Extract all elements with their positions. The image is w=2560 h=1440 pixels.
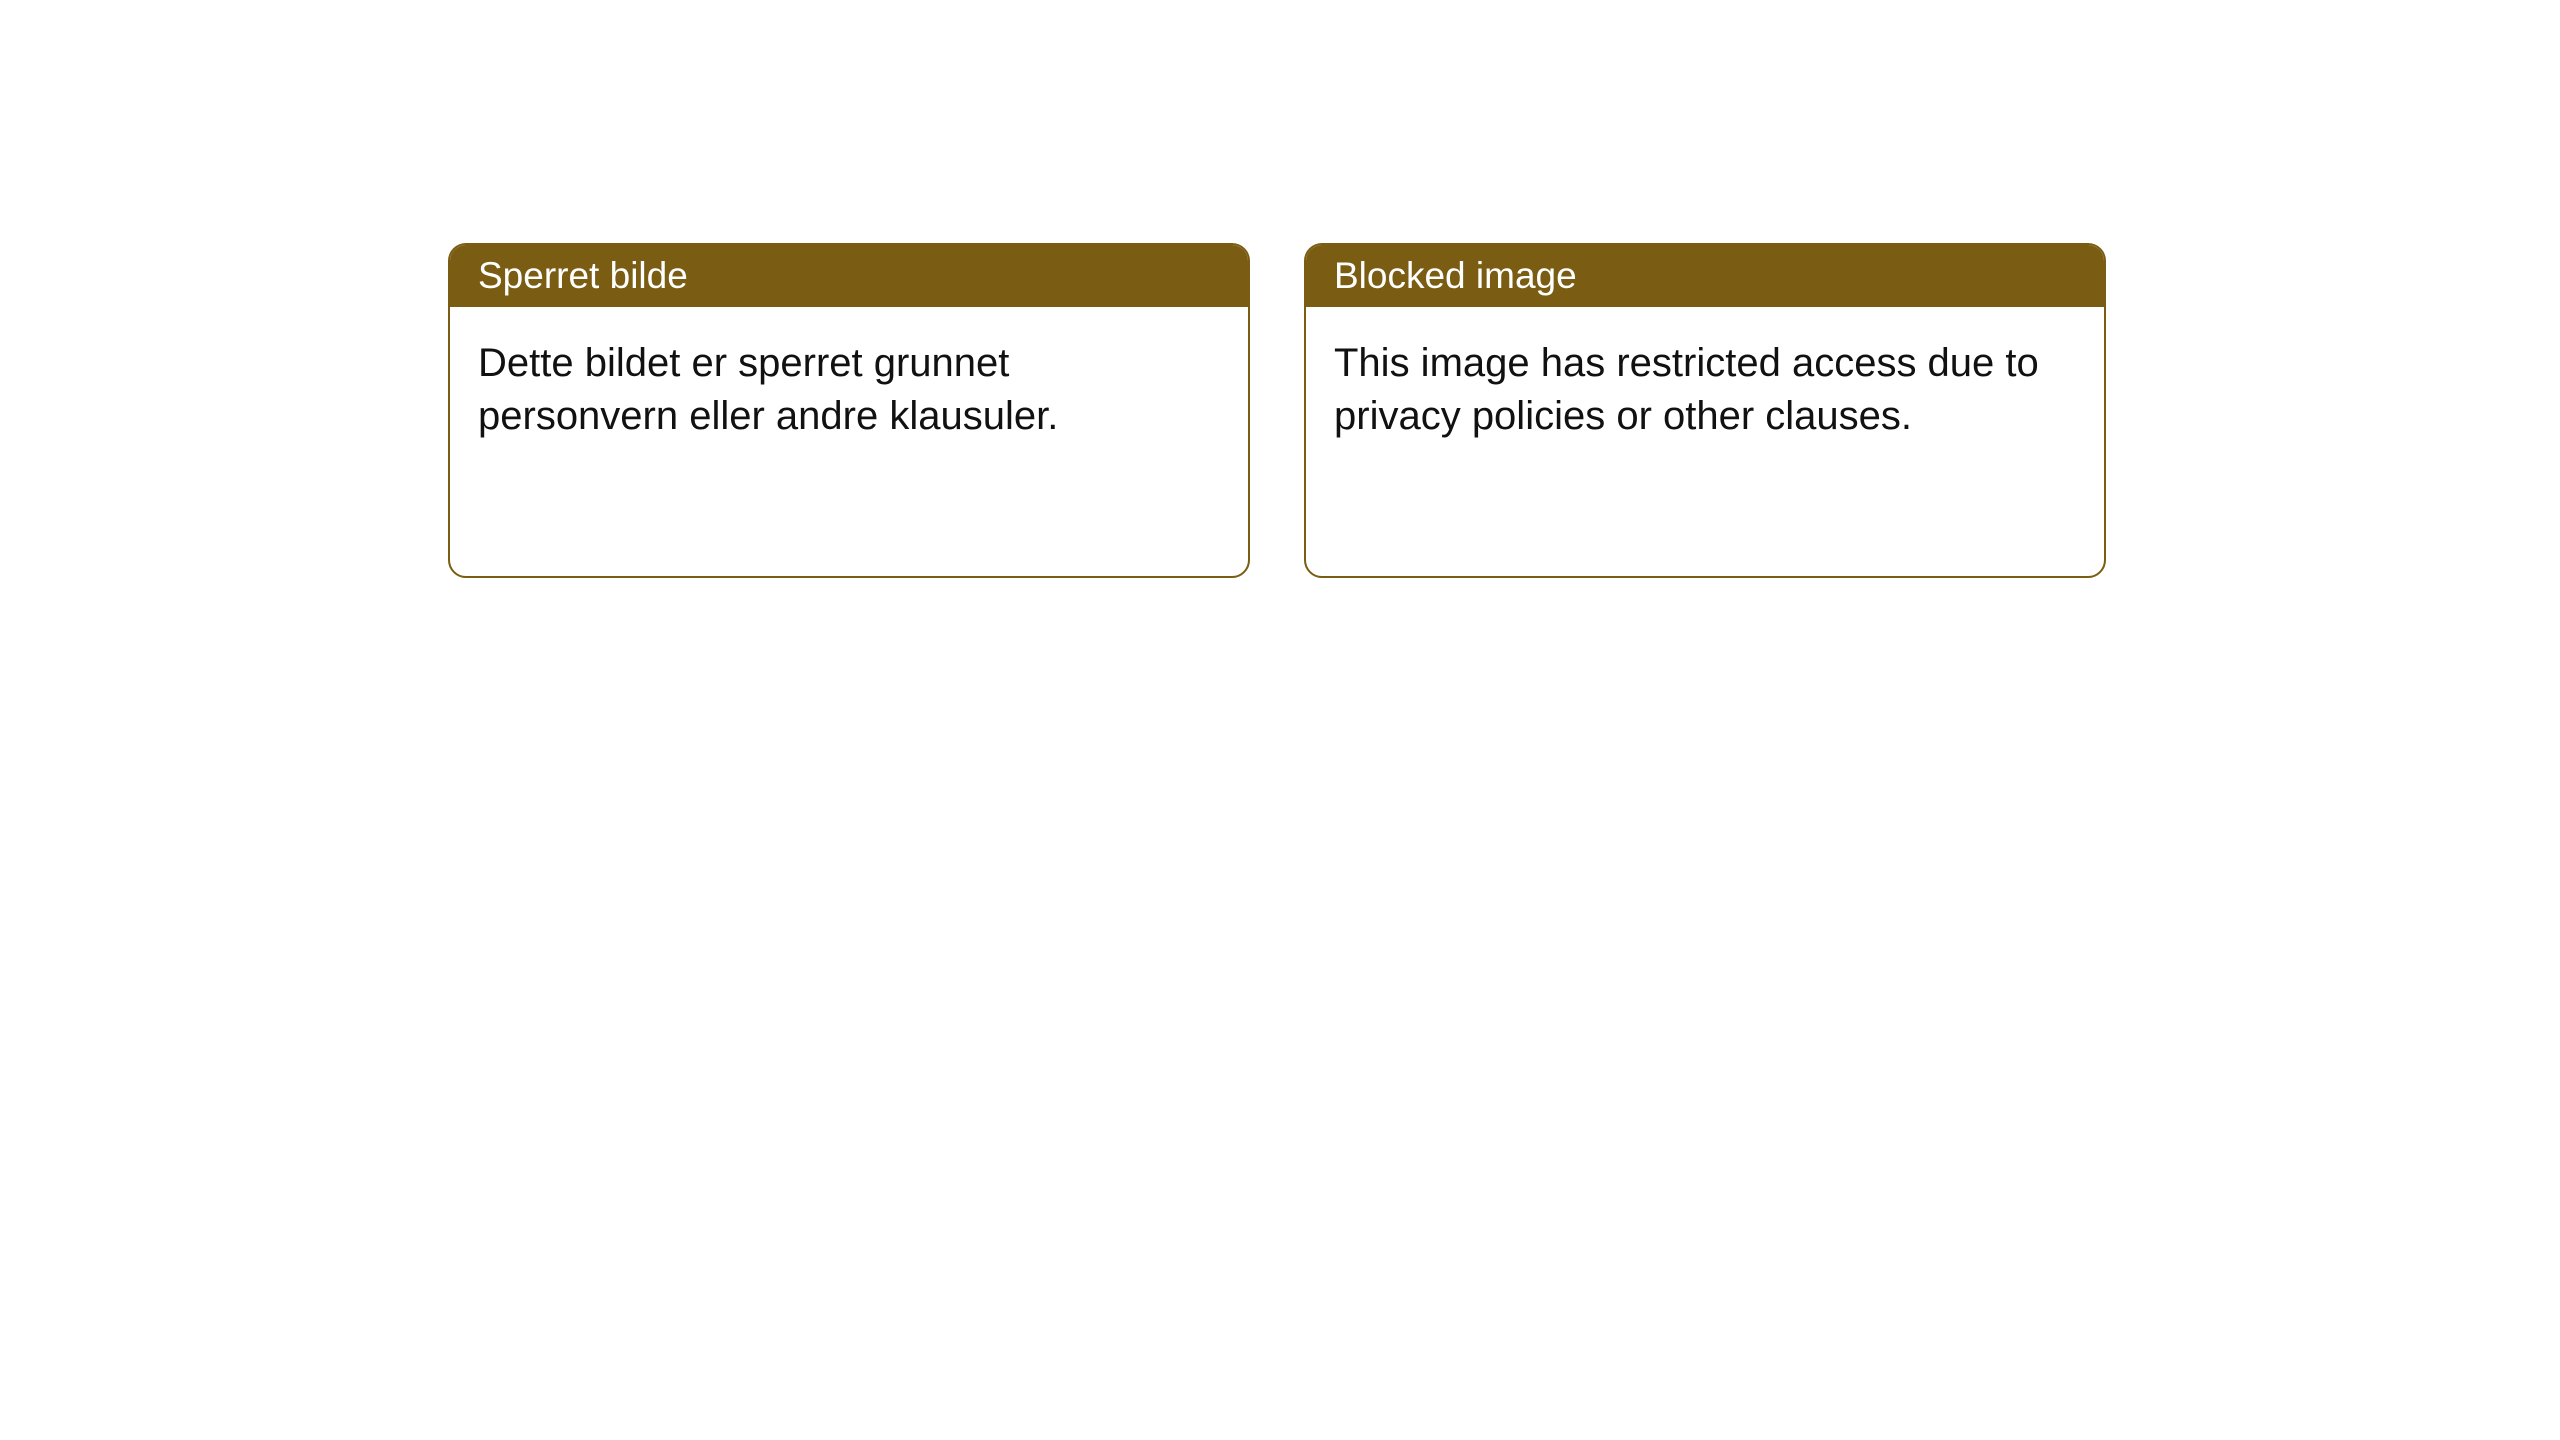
- notice-card-english: Blocked image This image has restricted …: [1304, 243, 2106, 578]
- notice-body-english: This image has restricted access due to …: [1306, 307, 2104, 473]
- notice-header-english: Blocked image: [1306, 245, 2104, 307]
- notice-body-norwegian: Dette bildet er sperret grunnet personve…: [450, 307, 1248, 473]
- notice-card-norwegian: Sperret bilde Dette bildet er sperret gr…: [448, 243, 1250, 578]
- notice-header-norwegian: Sperret bilde: [450, 245, 1248, 307]
- notice-container: Sperret bilde Dette bildet er sperret gr…: [0, 0, 2560, 578]
